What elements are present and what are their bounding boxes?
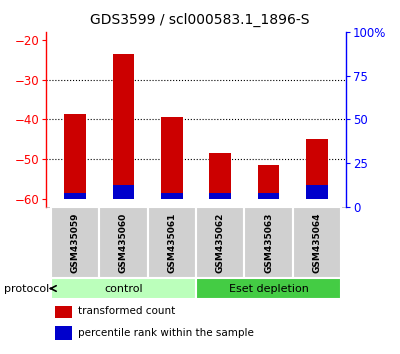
Bar bbox=[209, 193, 231, 199]
Text: percentile rank within the sample: percentile rank within the sample bbox=[78, 328, 253, 338]
Text: GDS3599 / scl000583.1_1896-S: GDS3599 / scl000583.1_1896-S bbox=[90, 12, 310, 27]
Bar bbox=[51, 278, 196, 299]
Bar bbox=[112, 54, 134, 199]
Bar bbox=[55, 303, 72, 318]
Text: GSM435059: GSM435059 bbox=[70, 212, 80, 273]
Bar bbox=[258, 193, 280, 199]
Bar bbox=[148, 207, 196, 278]
Text: protocol: protocol bbox=[4, 284, 49, 293]
Bar bbox=[258, 165, 280, 199]
Bar bbox=[64, 114, 86, 199]
Bar bbox=[196, 207, 244, 278]
Bar bbox=[293, 207, 341, 278]
Text: transformed count: transformed count bbox=[78, 306, 175, 316]
Text: GSM435064: GSM435064 bbox=[312, 212, 322, 273]
Bar bbox=[99, 207, 148, 278]
Bar bbox=[161, 193, 183, 199]
Bar bbox=[64, 193, 86, 199]
Bar bbox=[51, 207, 99, 278]
Bar bbox=[244, 207, 293, 278]
Text: GSM435063: GSM435063 bbox=[264, 212, 273, 273]
Bar bbox=[209, 153, 231, 199]
Text: GSM435060: GSM435060 bbox=[119, 212, 128, 273]
Text: Eset depletion: Eset depletion bbox=[229, 284, 308, 293]
Text: GSM435061: GSM435061 bbox=[167, 212, 176, 273]
Text: control: control bbox=[104, 284, 143, 293]
Bar bbox=[306, 185, 328, 199]
Bar bbox=[161, 118, 183, 199]
Bar bbox=[112, 185, 134, 199]
Bar bbox=[55, 326, 72, 340]
Text: GSM435062: GSM435062 bbox=[216, 212, 225, 273]
Bar bbox=[306, 139, 328, 199]
Bar bbox=[196, 278, 341, 299]
